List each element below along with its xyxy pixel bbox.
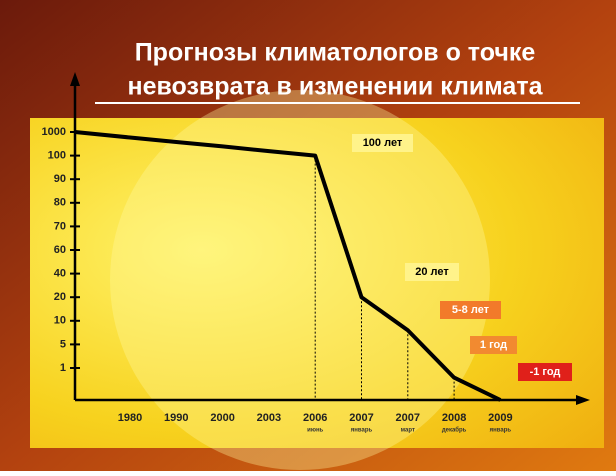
x-tick-label: 2003 — [257, 412, 281, 424]
annotation-box — [440, 301, 501, 319]
annotation-box — [518, 363, 572, 381]
y-tick-label: 90 — [54, 173, 66, 185]
y-tick-label: 1000 — [42, 126, 66, 138]
y-tick-label: 80 — [54, 197, 66, 209]
annotation-box — [470, 336, 517, 354]
panel — [30, 118, 604, 448]
annotation: 1 год — [480, 339, 507, 351]
x-sublabel: июнь — [307, 428, 323, 434]
annotation-box — [405, 263, 459, 281]
y-tick-label: 70 — [54, 220, 66, 232]
title-line: невозврата в изменении климата — [127, 73, 543, 101]
y-tick-label: 40 — [54, 268, 66, 280]
x-sublabel: март — [401, 428, 415, 434]
y-tick-label: 5 — [60, 338, 66, 350]
title-line: Прогнозы климатологов о точке — [135, 39, 536, 67]
x-tick-label: 2007 — [349, 412, 373, 424]
annotation: -1 год — [530, 366, 561, 378]
x-sublabel: декабрь — [442, 427, 467, 434]
globe — [110, 90, 490, 470]
annotation-box — [352, 134, 413, 152]
arrow — [576, 395, 590, 405]
x-tick-label: 2006 — [303, 412, 327, 424]
annotation: 5-8 лет — [452, 304, 490, 316]
x-tick-label: 2000 — [210, 412, 234, 424]
x-tick-label: 1990 — [164, 412, 188, 424]
x-sublabel: январь — [490, 428, 512, 434]
y-tick-label: 10 — [54, 315, 66, 327]
y-tick-label: 1 — [60, 362, 66, 374]
annotation: 100 лет — [363, 137, 403, 149]
x-tick-label: 1980 — [118, 412, 142, 424]
annotation: 20 лет — [415, 266, 449, 278]
y-tick-label: 60 — [54, 244, 66, 256]
x-tick-label: 2007 — [396, 412, 420, 424]
x-sublabel: январь — [351, 428, 373, 434]
y-tick-label: 100 — [48, 150, 66, 162]
arrow — [70, 72, 80, 86]
x-tick-label: 2009 — [488, 412, 512, 424]
x-tick-label: 2008 — [442, 412, 466, 424]
line — [74, 130, 502, 402]
y-tick-label: 20 — [54, 291, 66, 303]
